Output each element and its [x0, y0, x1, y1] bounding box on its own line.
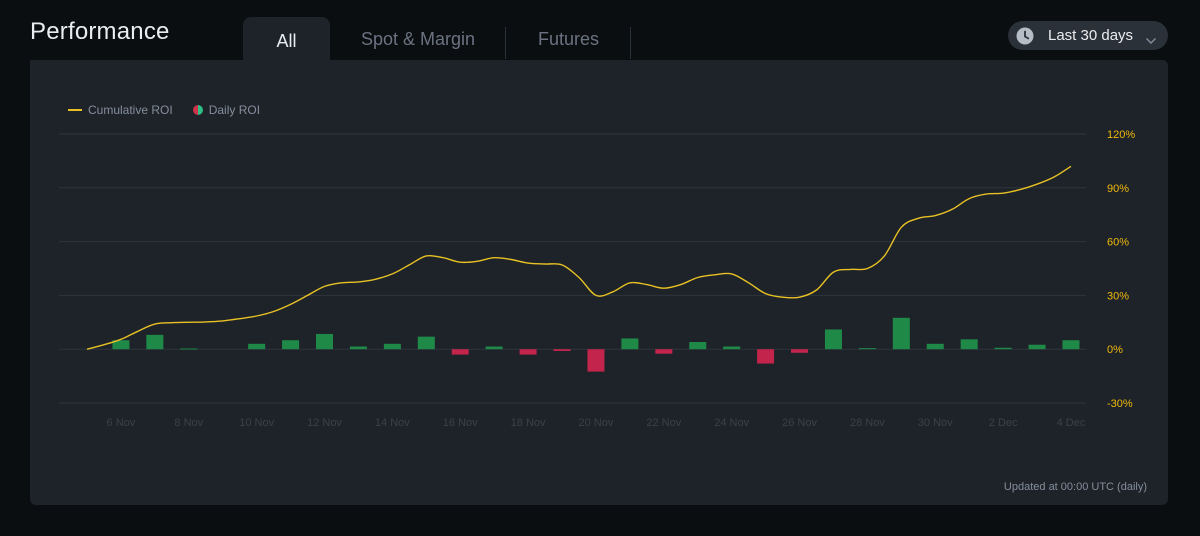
chart-panel: Cumulative ROI Daily ROI 120% 90% 60% 30% 0%…	[30, 60, 1168, 505]
x-tick-label: 26 Nov	[782, 417, 817, 429]
daily-roi-bar	[485, 346, 503, 350]
y-tick-label: 30%	[1107, 290, 1129, 302]
date-range-label: Last 30 days	[1048, 27, 1134, 44]
daily-roi-bar	[655, 349, 673, 354]
tab-bar: All Spot & Margin Futures	[243, 17, 631, 61]
line-legend-swatch	[68, 109, 82, 111]
daily-roi-bar	[689, 342, 707, 350]
legend-cumulative-roi[interactable]: Cumulative ROI	[88, 103, 173, 117]
chevron-down-icon	[1145, 32, 1157, 44]
x-tick-label: 28 Nov	[850, 417, 885, 429]
tab-futures-label: Futures	[537, 29, 600, 49]
cumulative-roi-line	[86, 165, 1072, 350]
daily-roi-bar	[824, 329, 842, 350]
x-tick-label: 24 Nov	[714, 417, 749, 429]
y-tick-label: 60%	[1107, 237, 1129, 249]
bar-legend-swatch	[192, 105, 203, 115]
tab-all-label: All	[276, 31, 297, 51]
y-tick-label: -30%	[1107, 398, 1133, 410]
daily-roi-bar	[621, 338, 639, 350]
daily-roi-bar	[791, 349, 809, 353]
clock-icon	[1016, 27, 1034, 45]
y-tick-label: 90%	[1107, 183, 1129, 195]
tab-divider	[630, 27, 631, 59]
daily-roi-bar	[519, 349, 537, 355]
y-tick-label: 120%	[1107, 129, 1135, 141]
x-tick-label: 12 Nov	[307, 417, 342, 429]
daily-roi-bar	[723, 346, 741, 350]
daily-roi-bar	[553, 349, 571, 351]
daily-roi-bar	[960, 339, 978, 350]
daily-roi-bar	[994, 347, 1012, 350]
daily-roi-bar	[383, 343, 401, 350]
tab-futures[interactable]: Futures	[506, 17, 631, 61]
daily-roi-bar	[757, 349, 775, 364]
daily-roi-bar	[349, 346, 367, 350]
x-tick-label: 18 Nov	[511, 417, 546, 429]
daily-roi-bar	[926, 343, 944, 350]
daily-roi-bar	[1062, 340, 1080, 350]
date-range-dropdown[interactable]: Last 30 days	[1008, 21, 1168, 50]
tab-all[interactable]: All	[243, 17, 330, 61]
tab-spot-margin[interactable]: Spot & Margin	[330, 17, 506, 61]
legend-daily-roi[interactable]: Daily ROI	[208, 103, 261, 117]
roi-chart: 120% 90% 60% 30% 0% -30% 6 Nov 8 Nov 10 Nov 12 N…	[59, 129, 1135, 429]
updated-note: Updated at 00:00 UTC (daily)	[1003, 481, 1147, 493]
page-title: Performance	[30, 18, 170, 45]
daily-roi-bar	[282, 340, 300, 350]
daily-roi-bar	[587, 349, 605, 372]
x-tick-label: 4 Dec	[1057, 417, 1086, 429]
tab-divider	[505, 27, 506, 59]
y-tick-label: 0%	[1107, 344, 1123, 356]
x-tick-label: 20 Nov	[579, 417, 614, 429]
x-tick-label: 2 Dec	[989, 417, 1018, 429]
x-tick-label: 10 Nov	[239, 417, 274, 429]
x-tick-label: 30 Nov	[918, 417, 953, 429]
daily-roi-bar	[1028, 344, 1046, 350]
daily-roi-bar	[112, 340, 130, 350]
chart-legend: Cumulative ROI Daily ROI	[68, 103, 260, 117]
daily-roi-bar	[451, 349, 469, 355]
daily-roi-bar	[316, 333, 334, 350]
daily-roi-bar	[892, 317, 910, 350]
daily-roi-bar	[146, 334, 164, 350]
daily-roi-bar	[248, 343, 266, 350]
x-tick-label: 14 Nov	[375, 417, 410, 429]
daily-roi-bar	[180, 348, 198, 350]
x-tick-label: 16 Nov	[443, 417, 478, 429]
daily-roi-bar	[417, 336, 435, 350]
x-tick-label: 22 Nov	[646, 417, 681, 429]
tab-spot-margin-label: Spot & Margin	[360, 29, 476, 49]
x-tick-label: 8 Nov	[174, 417, 203, 429]
daily-roi-bar	[858, 348, 876, 350]
x-tick-label: 6 Nov	[107, 417, 136, 429]
